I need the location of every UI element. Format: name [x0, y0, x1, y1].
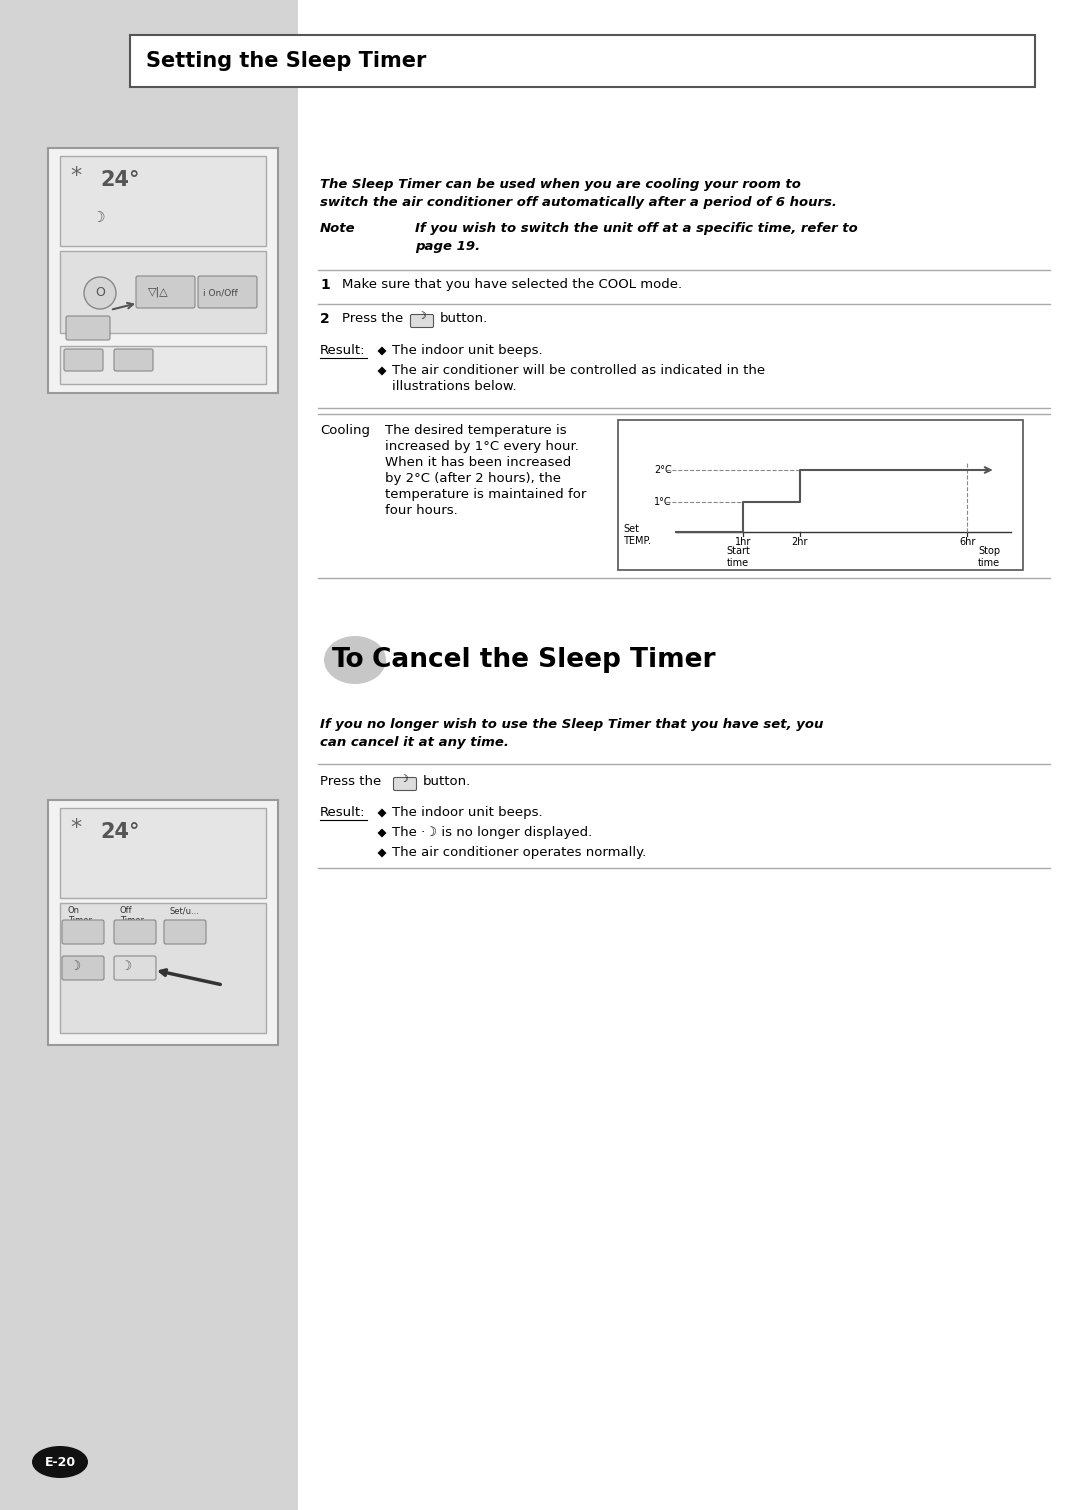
Bar	[0, 0, 298, 1510]
FancyBboxPatch shape	[410, 314, 433, 328]
Text: Result:: Result:	[320, 344, 365, 356]
Text: 2hr: 2hr	[792, 538, 808, 547]
Text: *: *	[70, 166, 81, 186]
Text: ☽: ☽	[70, 959, 81, 972]
Text: Result:: Result:	[320, 806, 365, 818]
Text: i On/Off: i On/Off	[203, 288, 238, 297]
Text: The air conditioner operates normally.: The air conditioner operates normally.	[392, 846, 646, 859]
Text: Setting the Sleep Timer: Setting the Sleep Timer	[146, 51, 427, 71]
Text: To: To	[332, 646, 365, 673]
FancyBboxPatch shape	[64, 349, 103, 371]
FancyBboxPatch shape	[198, 276, 257, 308]
Text: ☽: ☽	[400, 775, 408, 784]
Polygon shape	[378, 808, 387, 817]
Text: Note: Note	[320, 222, 355, 236]
Text: Mode: Mode	[68, 319, 95, 328]
Bar	[60, 156, 266, 246]
Text: 2°C: 2°C	[654, 465, 672, 476]
Text: Press the: Press the	[320, 775, 381, 788]
Text: ▽|△: ▽|△	[148, 287, 168, 297]
Text: Off
Timer: Off Timer	[120, 906, 144, 926]
Text: The indoor unit beeps.: The indoor unit beeps.	[392, 344, 542, 356]
Polygon shape	[378, 346, 387, 355]
Text: 1hr: 1hr	[734, 538, 752, 547]
Text: The air conditioner will be controlled as indicated in the: The air conditioner will be controlled a…	[392, 364, 765, 378]
Text: ☽: ☽	[92, 210, 106, 225]
Text: Press the: Press the	[342, 313, 403, 325]
FancyBboxPatch shape	[114, 956, 156, 980]
FancyBboxPatch shape	[62, 956, 104, 980]
Text: button.: button.	[423, 775, 471, 788]
Text: The desired temperature is: The desired temperature is	[384, 424, 567, 436]
Text: 6hr: 6hr	[959, 538, 975, 547]
FancyBboxPatch shape	[62, 920, 104, 944]
Polygon shape	[378, 829, 387, 838]
Polygon shape	[378, 367, 387, 376]
Text: 1: 1	[320, 278, 329, 291]
Bar	[48, 148, 278, 393]
Text: The Sleep Timer can be used when you are cooling your room to: The Sleep Timer can be used when you are…	[320, 178, 801, 190]
Text: 2: 2	[320, 313, 329, 326]
Bar	[60, 251, 266, 334]
Text: can cancel it at any time.: can cancel it at any time.	[320, 735, 509, 749]
Text: increased by 1°C every hour.: increased by 1°C every hour.	[384, 439, 579, 453]
Bar	[60, 808, 266, 898]
Text: illustrations below.: illustrations below.	[392, 381, 516, 393]
Ellipse shape	[32, 1447, 87, 1478]
Text: The ·☽ is no longer displayed.: The ·☽ is no longer displayed.	[392, 826, 592, 840]
Ellipse shape	[84, 276, 116, 310]
Text: When it has been increased: When it has been increased	[384, 456, 571, 470]
Text: page 19.: page 19.	[415, 240, 481, 254]
Text: 1°C: 1°C	[654, 497, 672, 507]
Text: E-20: E-20	[44, 1456, 76, 1469]
FancyBboxPatch shape	[114, 349, 153, 371]
Text: Set
TEMP.: Set TEMP.	[623, 524, 651, 545]
Text: Set/u...: Set/u...	[170, 906, 200, 915]
Text: Cooling: Cooling	[320, 424, 370, 436]
Text: If you wish to switch the unit off at a specific time, refer to: If you wish to switch the unit off at a …	[415, 222, 858, 236]
Text: 24°: 24°	[100, 171, 139, 190]
Text: ☽: ☽	[121, 959, 132, 972]
Text: Start
time: Start time	[726, 547, 750, 568]
Text: Cancel the Sleep Timer: Cancel the Sleep Timer	[372, 646, 715, 673]
FancyBboxPatch shape	[393, 778, 417, 791]
Text: by 2°C (after 2 hours), the: by 2°C (after 2 hours), the	[384, 473, 561, 485]
Text: four hours.: four hours.	[384, 504, 458, 516]
Bar	[60, 346, 266, 384]
FancyBboxPatch shape	[136, 276, 195, 308]
Text: If you no longer wish to use the Sleep Timer that you have set, you: If you no longer wish to use the Sleep T…	[320, 717, 823, 731]
Text: *: *	[70, 818, 81, 838]
Bar	[130, 35, 1035, 88]
Text: 24°: 24°	[100, 821, 139, 843]
Text: Make sure that you have selected the COOL mode.: Make sure that you have selected the COO…	[342, 278, 683, 291]
FancyBboxPatch shape	[66, 316, 110, 340]
Text: The indoor unit beeps.: The indoor unit beeps.	[392, 806, 542, 818]
Ellipse shape	[324, 636, 386, 684]
Bar	[60, 903, 266, 1033]
Text: temperature is maintained for: temperature is maintained for	[384, 488, 586, 501]
Text: On
Timer: On Timer	[68, 906, 92, 926]
Text: switch the air conditioner off automatically after a period of 6 hours.: switch the air conditioner off automatic…	[320, 196, 837, 208]
Text: Stop
time: Stop time	[978, 547, 1000, 568]
FancyBboxPatch shape	[114, 920, 156, 944]
Polygon shape	[378, 849, 387, 858]
Bar	[298, 0, 1080, 1510]
Bar	[48, 800, 278, 1045]
Text: ☽: ☽	[418, 311, 427, 322]
FancyBboxPatch shape	[164, 920, 206, 944]
Bar	[618, 420, 1023, 569]
Text: button.: button.	[440, 313, 488, 325]
Text: O: O	[95, 287, 105, 299]
